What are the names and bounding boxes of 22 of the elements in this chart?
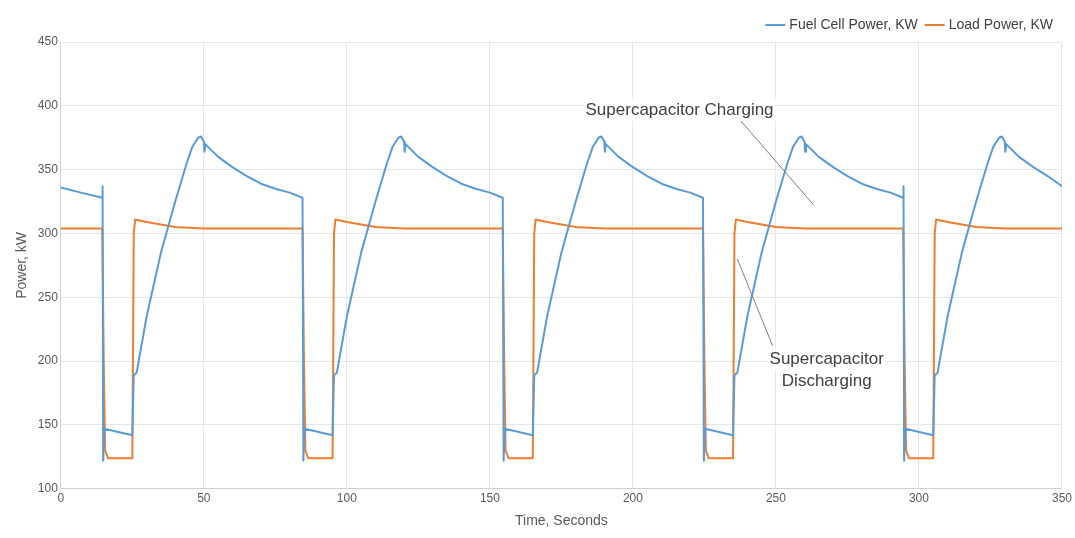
y-tick-label: 200 xyxy=(37,353,59,368)
x-tick-label: 0 xyxy=(57,491,65,506)
x-tick-label: 200 xyxy=(622,491,644,506)
y-tick-label: 350 xyxy=(37,161,59,176)
x-axis-title: Time, Seconds xyxy=(514,512,608,529)
x-tick-label: 100 xyxy=(336,491,358,506)
x-tick-label: 50 xyxy=(197,491,211,506)
y-tick-label: 150 xyxy=(37,417,59,432)
annotation: Supercapacitor Charging xyxy=(585,99,774,119)
y-tick-label: 400 xyxy=(37,98,59,113)
y-tick-label: 250 xyxy=(37,289,59,304)
y-tick-label: 450 xyxy=(37,34,59,49)
y-axis-title: Power, kW xyxy=(13,231,30,299)
y-tick-label: 300 xyxy=(37,225,59,240)
x-tick-label: 350 xyxy=(1051,491,1073,506)
legend-label: Fuel Cell Power, KW xyxy=(789,15,919,32)
legend-label: Load Power, KW xyxy=(948,15,1054,32)
x-tick-label: 250 xyxy=(765,491,787,506)
x-tick-label: 150 xyxy=(479,491,501,506)
y-tick-label: 100 xyxy=(37,481,59,496)
annotation: Supercapacitor Discharging xyxy=(769,349,885,391)
x-tick-label: 300 xyxy=(908,491,930,506)
